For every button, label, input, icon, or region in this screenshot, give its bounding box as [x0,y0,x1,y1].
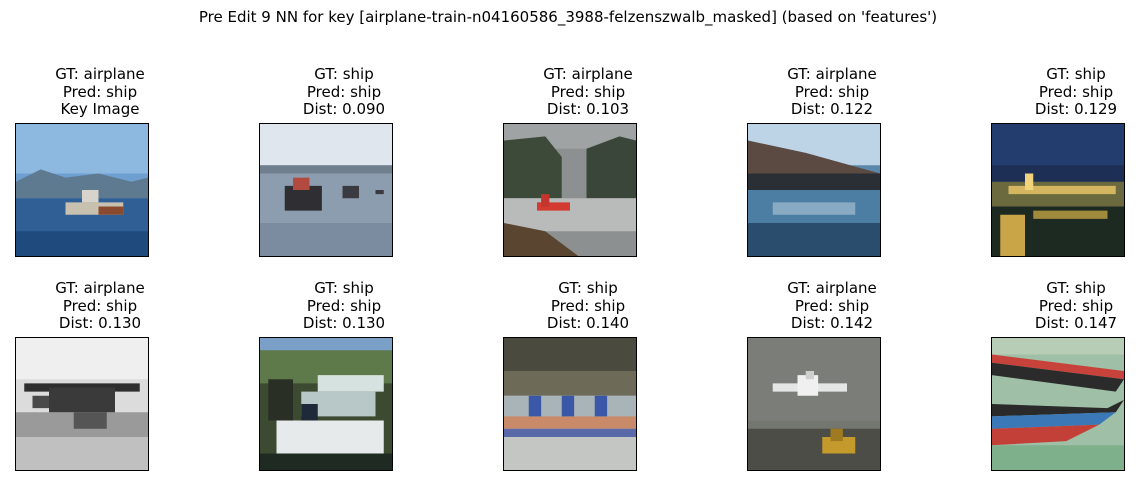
gt-label: GT: ship [314,279,374,297]
info-label: Dist: 0.130 [58,314,142,332]
info-label: Dist: 0.090 [302,100,386,118]
thumbnail-image [503,123,637,257]
figure-title: Pre Edit 9 NN for key [airplane-train-n0… [198,8,938,26]
pred-label: Pred: ship [1038,82,1114,101]
panel-caption: GT: airplane Pred: ship Key Image [0,65,200,119]
info-label: Dist: 0.103 [546,100,630,118]
info-label: Dist: 0.122 [790,100,874,118]
gt-label: GT: ship [558,279,618,297]
panel-caption: GT: ship Pred: ship Dist: 0.129 [976,65,1136,119]
thumbnail-image [747,337,881,471]
pred-label: Pred: ship [794,296,870,315]
gt-label: GT: ship [314,65,374,83]
thumbnail-image [503,337,637,471]
panel-caption: GT: airplane Pred: ship Dist: 0.142 [732,279,932,333]
panel-caption: GT: ship Pred: ship Dist: 0.140 [488,279,688,333]
gt-label: GT: ship [1046,279,1106,297]
gt-label: GT: airplane [543,65,633,83]
panel-caption: GT: airplane Pred: ship Dist: 0.103 [488,65,688,119]
thumbnail-image [747,123,881,257]
pred-label: Pred: ship [62,296,138,315]
gt-label: GT: ship [1046,65,1106,83]
pred-label: Pred: ship [1038,296,1114,315]
pred-label: Pred: ship [306,82,382,101]
pred-label: Pred: ship [62,82,138,101]
thumbnail-image [15,337,149,471]
thumbnail-image [259,337,393,471]
gt-label: GT: airplane [55,279,145,297]
panel-caption: GT: airplane Pred: ship Dist: 0.130 [0,279,200,333]
pred-label: Pred: ship [550,82,626,101]
thumbnail-image [991,123,1125,257]
gt-label: GT: airplane [787,279,877,297]
info-label: Dist: 0.147 [1034,314,1118,332]
thumbnail-image [991,337,1125,471]
info-label: Dist: 0.129 [1034,100,1118,118]
info-label: Dist: 0.130 [302,314,386,332]
gt-label: GT: airplane [55,65,145,83]
pred-label: Pred: ship [550,296,626,315]
pred-label: Pred: ship [306,296,382,315]
panel-caption: GT: airplane Pred: ship Dist: 0.122 [732,65,932,119]
thumbnail-image [15,123,149,257]
panel-caption: GT: ship Pred: ship Dist: 0.147 [976,279,1136,333]
thumbnail-image [259,123,393,257]
gt-label: GT: airplane [787,65,877,83]
info-label: Key Image [60,100,140,118]
pred-label: Pred: ship [794,82,870,101]
info-label: Dist: 0.142 [790,314,874,332]
panel-caption: GT: ship Pred: ship Dist: 0.130 [244,279,444,333]
panel-caption: GT: ship Pred: ship Dist: 0.090 [244,65,444,119]
info-label: Dist: 0.140 [546,314,630,332]
